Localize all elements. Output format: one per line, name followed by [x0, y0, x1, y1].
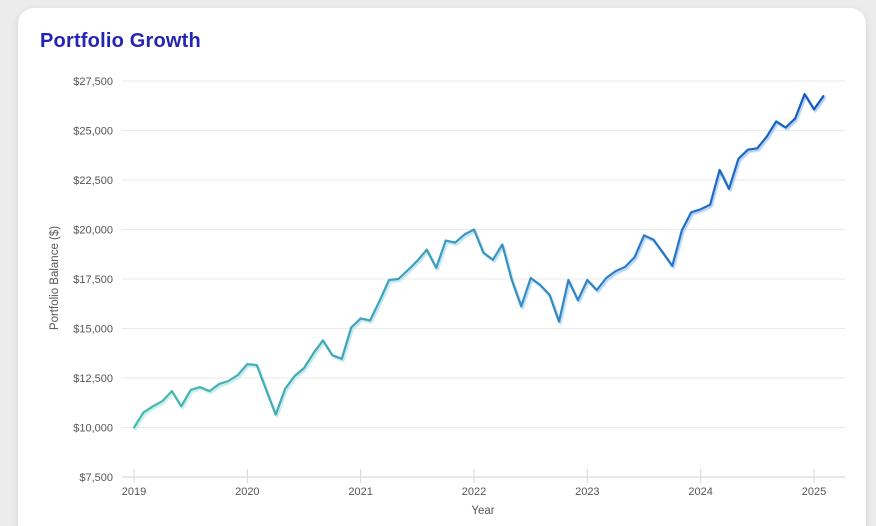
y-tick-label: $10,000	[73, 423, 113, 435]
portfolio-line-shadow	[134, 94, 827, 431]
x-tick-label: 2021	[348, 486, 372, 498]
y-tick-label: $12,500	[73, 373, 113, 385]
gridlines	[122, 80, 845, 478]
x-axis-tick-labels: 2019 2020 2021 2022 2023 2024 2025	[122, 486, 826, 498]
y-tick-label: $25,000	[73, 126, 113, 138]
chart-card	[18, 8, 866, 526]
x-tick-label: 2025	[802, 486, 826, 498]
x-axis-title: Year	[471, 505, 494, 517]
chart-title: Portfolio Growth	[40, 30, 201, 52]
y-tick-label: $15,000	[73, 324, 113, 336]
y-tick-label: $17,500	[73, 274, 113, 286]
y-tick-label: $20,000	[73, 225, 113, 237]
x-tick-label: 2024	[688, 486, 712, 498]
portfolio-line	[132, 92, 825, 429]
y-tick-label: $27,500	[73, 76, 113, 88]
x-tick-label: 2022	[462, 486, 486, 498]
y-axis-title: Portfolio Balance ($)	[49, 226, 61, 330]
x-axis-ticks	[133, 469, 815, 483]
y-tick-label: $7,500	[79, 472, 113, 484]
y-tick-label: $22,500	[73, 175, 113, 187]
y-axis-tick-labels: $7,500 $10,000 $12,500 $15,000 $17,500 $20,00…	[73, 76, 113, 484]
x-tick-label: 2020	[235, 486, 259, 498]
x-tick-label: 2019	[122, 486, 146, 498]
x-tick-label: 2023	[575, 486, 599, 498]
